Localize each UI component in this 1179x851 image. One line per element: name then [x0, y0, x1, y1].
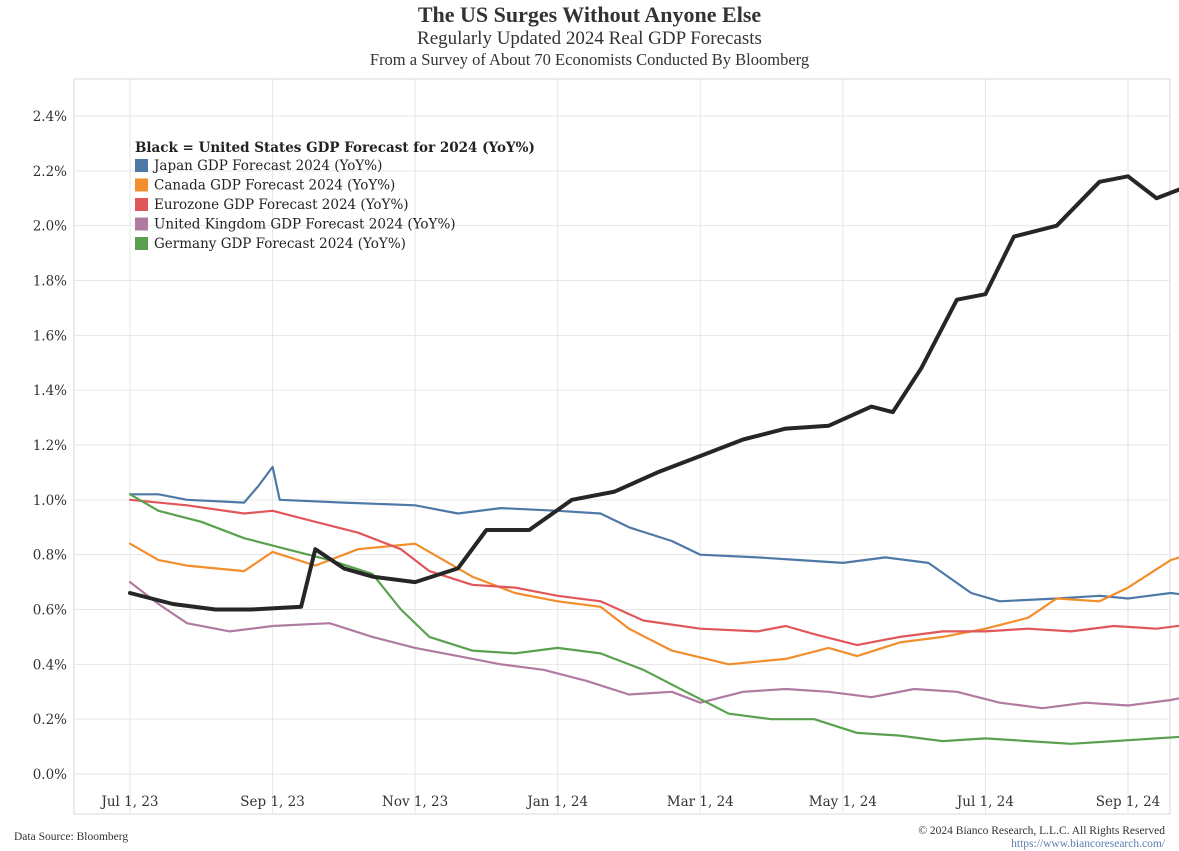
germany-legend-label: Germany GDP Forecast 2024 (YoY%) — [154, 236, 406, 252]
chart-header: The US Surges Without Anyone Else Regula… — [0, 0, 1179, 70]
y-tick-label: 0.0% — [33, 767, 67, 783]
eurozone-line — [128, 498, 1179, 647]
chart-subtitle: Regularly Updated 2024 Real GDP Forecast… — [417, 28, 762, 49]
y-tick-label: 1.0% — [33, 493, 67, 509]
plot-frame — [73, 78, 1171, 815]
y-tick-label: 0.6% — [33, 603, 67, 619]
y-axis-ticks: 0.0% 0.2% 0.4% 0.6% 0.8% 1.0% 1.2% 1.4% 1.6% 1.8%… — [33, 109, 67, 783]
y-tick-label: 0.4% — [33, 657, 67, 673]
x-tick-label: Sep 1, 24 — [1096, 794, 1161, 810]
y-tick-label: 0.8% — [33, 548, 67, 564]
y-tick-label: 2.2% — [33, 164, 67, 180]
canada-legend-label: Canada GDP Forecast 2024 (YoY%) — [154, 178, 395, 194]
legend-title: Black = United States GDP Forecast for 2… — [135, 140, 535, 156]
legend: Black = United States GDP Forecast for 2… — [135, 140, 535, 252]
copyright: © 2024 Bianco Research, L.L.C. All Right… — [918, 825, 1165, 837]
y-tick-label: 2.4% — [33, 109, 67, 125]
japan-legend-swatch — [135, 159, 148, 172]
eurozone-legend-swatch — [135, 198, 148, 211]
japan-line — [128, 465, 1179, 603]
y-tick-label: 1.4% — [33, 383, 67, 399]
germany-line — [128, 493, 1179, 745]
japan-legend-label: Japan GDP Forecast 2024 (YoY%) — [152, 158, 382, 174]
copyright-block: © 2024 Bianco Research, L.L.C. All Right… — [918, 825, 1165, 851]
uk-legend-swatch — [135, 217, 148, 231]
y-tick-label: 2.0% — [33, 219, 67, 235]
canada-legend-swatch — [135, 178, 148, 192]
y-tick-label: 1.8% — [33, 274, 67, 290]
canada-line — [128, 542, 1179, 666]
chart-subtitle-2: From a Survey of About 70 Economists Con… — [369, 50, 810, 69]
gridlines — [74, 79, 1170, 814]
eurozone-legend-label: Eurozone GDP Forecast 2024 (YoY%) — [154, 197, 409, 213]
uk-line — [128, 581, 1179, 710]
us-line — [128, 174, 1179, 612]
x-tick-label: Jan 1, 24 — [525, 794, 588, 810]
x-axis-ticks: Jul 1, 23 Sep 1, 23 Nov 1, 23 Jan 1, 24 Mar … — [99, 794, 1160, 810]
y-tick-label: 1.6% — [33, 328, 67, 344]
y-tick-label: 1.2% — [33, 438, 67, 454]
data-source: Data Source: Bloomberg — [14, 831, 129, 843]
x-tick-label: Jul 1, 24 — [955, 794, 1014, 810]
series-lines — [128, 174, 1179, 745]
x-tick-label: Nov 1, 23 — [382, 794, 448, 810]
x-tick-label: Jul 1, 23 — [99, 794, 158, 810]
chart-title: The US Surges Without Anyone Else — [417, 2, 762, 27]
x-tick-label: Sep 1, 23 — [240, 794, 305, 810]
x-tick-label: May 1, 24 — [809, 794, 877, 810]
website-link[interactable]: https://www.biancoresearch.com/ — [1011, 838, 1165, 850]
y-tick-label: 0.2% — [33, 712, 67, 728]
x-tick-label: Mar 1, 24 — [667, 794, 734, 810]
germany-legend-swatch — [135, 237, 148, 250]
uk-legend-label: United Kingdom GDP Forecast 2024 (YoY%) — [154, 217, 456, 233]
